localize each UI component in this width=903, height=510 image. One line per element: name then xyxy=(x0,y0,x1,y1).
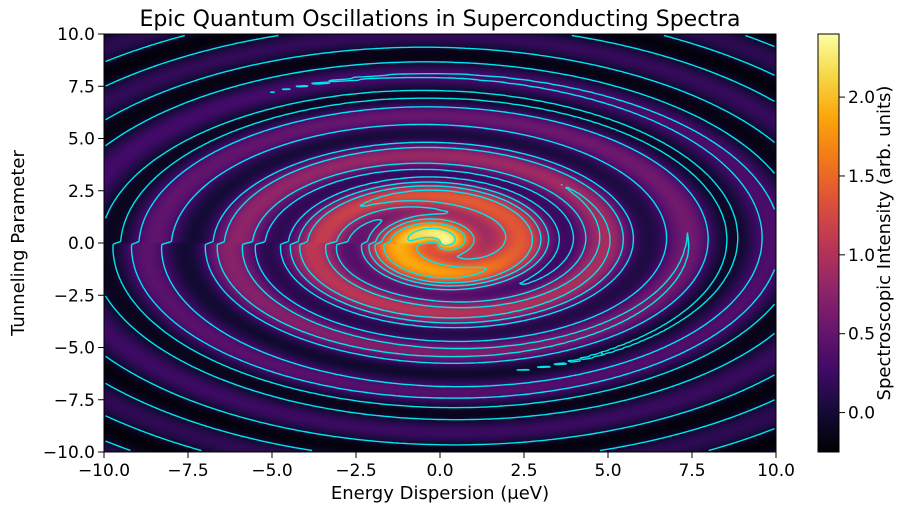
colorbar-tick-label: 1.5 xyxy=(848,167,875,187)
y-axis-label: Tunneling Parameter xyxy=(8,150,29,337)
contour-line xyxy=(359,189,533,284)
x-axis-ticks: −10.0 −7.5 −5.0 −2.5 0.0 2.5 5.0 7.5 10.0 xyxy=(78,452,795,481)
contour-line xyxy=(407,227,456,247)
colorbar-tick-label: 1.0 xyxy=(848,246,875,266)
colorbar-tick-label: 0.5 xyxy=(848,325,875,345)
contour-line xyxy=(299,183,611,319)
heatmap-image xyxy=(104,34,776,452)
x-tick-label: 2.5 xyxy=(510,461,537,481)
x-tick-label: −7.5 xyxy=(167,461,208,481)
y-tick-label: 10.0 xyxy=(57,25,95,45)
y-tick-label: 7.5 xyxy=(68,77,95,97)
x-tick-label: 10.0 xyxy=(757,461,795,481)
contour-line xyxy=(383,222,488,279)
y-tick-label: −5.0 xyxy=(54,339,95,359)
contour-lines xyxy=(104,34,776,452)
colorbar xyxy=(817,33,840,453)
y-tick-label: 2.5 xyxy=(68,182,95,202)
x-tick-label: 7.5 xyxy=(678,461,705,481)
colorbar-tick-label: 0.0 xyxy=(848,404,875,424)
y-axis-ticks: 10.0 7.5 5.0 2.5 0.0 −2.5 −5.0 −7.5 −10.0 xyxy=(43,25,104,463)
colorbar-tick-label: 2.0 xyxy=(848,88,875,108)
y-tick-label: 0.0 xyxy=(68,234,95,254)
y-tick-label: −7.5 xyxy=(54,391,95,411)
x-tick-label: 5.0 xyxy=(594,461,621,481)
colorbar-ticks: 0.0 0.5 1.0 1.5 2.0 xyxy=(839,88,875,424)
chart-title: Epic Quantum Oscillations in Superconduc… xyxy=(140,7,741,32)
x-axis-label: Energy Dispersion (μeV) xyxy=(331,483,549,504)
x-tick-label: −5.0 xyxy=(251,461,292,481)
colorbar-label: Spectroscopic Intensity (arb. units) xyxy=(874,86,895,401)
x-tick-label: 0.0 xyxy=(426,461,453,481)
contour-line xyxy=(216,146,690,358)
y-tick-label: −2.5 xyxy=(54,286,95,306)
y-tick-label: 5.0 xyxy=(68,130,95,150)
x-tick-label: −10.0 xyxy=(78,461,130,481)
contour-line xyxy=(130,73,776,399)
x-tick-label: −2.5 xyxy=(335,461,376,481)
y-tick-label: −10.0 xyxy=(43,443,95,463)
contour-line xyxy=(104,34,776,452)
